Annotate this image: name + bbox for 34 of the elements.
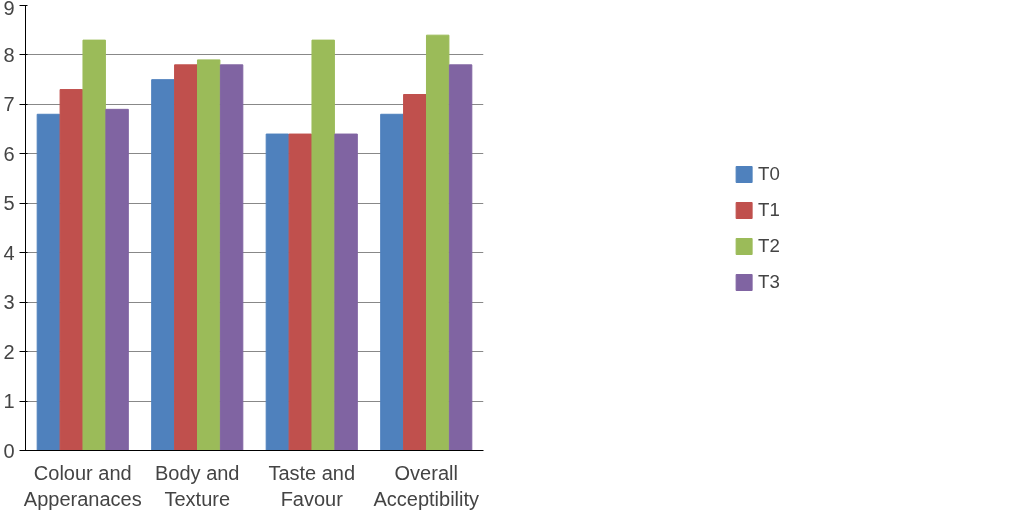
bar <box>174 64 198 451</box>
legend-label: T0 <box>758 162 780 185</box>
bar <box>448 64 473 451</box>
y-tick-label: 3 <box>3 291 15 314</box>
y-tick-label: 7 <box>3 93 15 116</box>
y-tick-label: 0 <box>3 439 15 462</box>
bar <box>403 94 427 451</box>
x-tick-label: Overall Acceptibility <box>373 461 480 510</box>
y-tick-label: 4 <box>3 241 15 264</box>
legend-label: T2 <box>758 234 780 257</box>
bar <box>196 59 221 451</box>
y-tick-label: 9 <box>3 0 15 19</box>
bar <box>36 113 61 451</box>
bar <box>311 39 335 451</box>
y-tick-label: 8 <box>3 43 15 66</box>
bar <box>151 79 175 451</box>
y-tick-label: 5 <box>3 192 15 215</box>
bar <box>288 133 313 451</box>
bar <box>265 133 290 451</box>
bar <box>82 39 106 451</box>
x-tick-label: Taste and Favour <box>268 461 356 510</box>
bar <box>425 34 450 451</box>
y-tick-label: 2 <box>3 340 15 363</box>
bar <box>380 113 404 451</box>
bar <box>219 64 244 451</box>
x-tick-label: Colour and Apperanaces <box>23 461 142 510</box>
x-tick-label: Body and Texture <box>154 461 240 510</box>
y-tick-label: 6 <box>3 142 15 165</box>
bar <box>59 89 84 451</box>
bar <box>334 133 358 451</box>
legend-label: T1 <box>758 198 780 221</box>
y-tick-label: 1 <box>3 390 15 413</box>
legend-label: T3 <box>758 270 780 293</box>
bar <box>105 108 129 451</box>
